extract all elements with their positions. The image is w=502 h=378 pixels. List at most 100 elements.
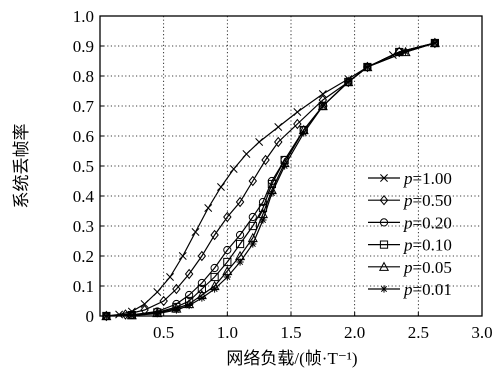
- data-point: [249, 240, 257, 248]
- data-point: [259, 216, 267, 224]
- legend: p=1.00 p=0.50 p=0.20 p=0.10 p=0.05 p=0.01: [368, 169, 452, 299]
- y-tick-label: 0.3: [73, 217, 94, 236]
- data-point: [363, 63, 371, 71]
- series-p=0.50: [102, 37, 440, 322]
- x-tick-label: 3.0: [471, 323, 492, 342]
- data-point: [258, 197, 268, 207]
- y-tick-label: 0: [86, 307, 95, 326]
- data-point: [185, 290, 194, 300]
- y-tick-label: 0.2: [73, 247, 94, 266]
- data-point: [431, 39, 439, 47]
- data-point: [223, 211, 232, 223]
- data-point: [318, 90, 327, 98]
- y-tick-label: 0.6: [73, 127, 94, 146]
- data-point: [274, 136, 283, 148]
- data-point: [172, 306, 180, 314]
- plot-series: [101, 37, 440, 322]
- y-tick-label: 0.9: [73, 37, 94, 56]
- x-tick-label: 1.5: [280, 323, 301, 342]
- y-tick-label: 0.1: [73, 277, 94, 296]
- data-point: [223, 273, 231, 281]
- legend-label: p=0.50: [403, 191, 452, 210]
- legend-entry: p=0.05: [368, 258, 452, 277]
- data-point: [344, 78, 352, 86]
- legend-entry: p=0.20: [368, 213, 452, 232]
- data-point: [293, 118, 302, 130]
- data-point: [268, 189, 276, 197]
- data-point: [191, 228, 200, 236]
- legend-swatch-marker: [380, 285, 388, 293]
- series-p=0.20: [102, 38, 439, 321]
- x-tick-label: 1.0: [217, 323, 238, 342]
- legend-entry: p=0.10: [368, 236, 452, 255]
- data-point: [185, 301, 193, 310]
- data-point: [184, 268, 194, 280]
- data-point: [235, 196, 245, 208]
- x-tick-label: 2.0: [344, 323, 365, 342]
- data-point: [293, 108, 302, 116]
- legend-swatch-marker: [379, 240, 389, 249]
- data-point: [274, 123, 283, 131]
- legend-entry: p=0.01: [368, 280, 452, 299]
- data-point: [223, 257, 232, 267]
- data-point: [319, 102, 327, 110]
- y-tick-label: 0.7: [73, 97, 95, 116]
- legend-label: p=0.20: [403, 213, 452, 232]
- data-point: [402, 48, 410, 56]
- data-point: [248, 212, 257, 222]
- y-axis-title: 系统丢帧率: [12, 124, 31, 209]
- y-tick-label: 0.5: [73, 157, 94, 176]
- legend-swatch-marker: [378, 261, 390, 271]
- data-point: [204, 204, 213, 212]
- x-tick-label: 2.5: [408, 323, 429, 342]
- data-point: [281, 162, 289, 170]
- x-tick-label: 0.5: [153, 323, 174, 342]
- data-point: [255, 138, 264, 146]
- data-point: [166, 273, 174, 281]
- series-p=0.10: [102, 38, 439, 321]
- data-point: [172, 283, 181, 295]
- legend-entry: p=1.00: [368, 169, 452, 188]
- data-point: [198, 294, 206, 302]
- data-point: [235, 239, 245, 249]
- data-point: [394, 46, 404, 58]
- legend-label: p=1.00: [403, 169, 452, 188]
- data-point: [210, 263, 219, 273]
- series-p=0.05: [101, 37, 440, 321]
- data-point: [217, 183, 225, 191]
- data-point: [235, 230, 245, 240]
- data-point: [223, 245, 232, 255]
- data-point: [261, 154, 270, 166]
- data-point: [236, 258, 244, 266]
- data-point: [248, 221, 257, 231]
- data-point: [178, 252, 187, 260]
- series-p=1.00: [102, 39, 439, 320]
- data-point: [102, 310, 111, 322]
- data-point: [140, 300, 149, 308]
- legend-entry: p=0.50: [368, 191, 452, 210]
- data-point: [197, 284, 206, 294]
- y-tick-label: 1.0: [73, 7, 94, 26]
- series-p=0.01: [102, 39, 439, 320]
- data-point: [153, 288, 162, 296]
- legend-label: p=0.10: [403, 236, 452, 255]
- data-point: [229, 165, 238, 173]
- data-point: [197, 250, 207, 262]
- data-point: [211, 285, 219, 293]
- y-tick-label: 0.8: [73, 67, 94, 86]
- data-point: [159, 295, 168, 307]
- data-point: [210, 229, 219, 241]
- legend-label: p=0.01: [403, 280, 452, 299]
- data-point: [210, 272, 219, 282]
- legend-swatch-marker: [379, 195, 389, 206]
- data-point: [430, 37, 440, 49]
- legend-swatch-marker: [379, 218, 389, 227]
- data-point: [248, 175, 258, 187]
- data-point: [300, 129, 308, 137]
- axis-ticks: 0.5 1.0 1.5 2.0 2.5 3.0 0 0.1 0.2 0.3 0.4 0.5 0.6 0.7…: [73, 7, 493, 342]
- data-point: [153, 310, 161, 318]
- legend-swatch-marker: [380, 174, 388, 182]
- y-tick-label: 0.4: [73, 187, 95, 206]
